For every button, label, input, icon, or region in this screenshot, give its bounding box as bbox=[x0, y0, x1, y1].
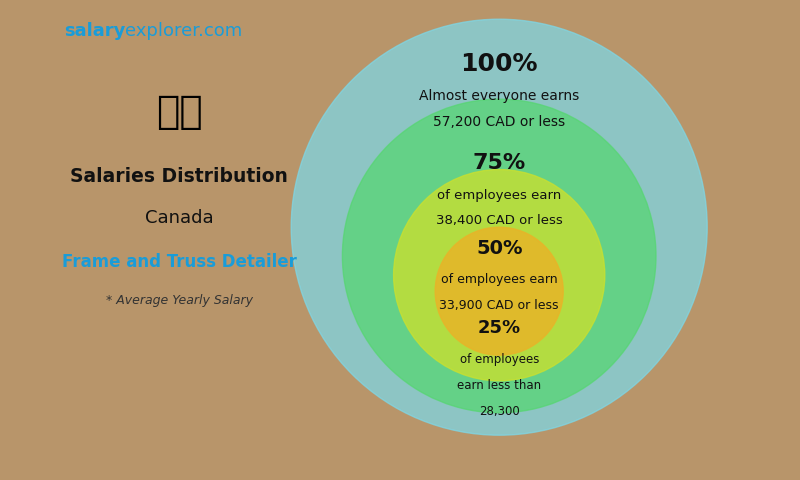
Text: Almost everyone earns: Almost everyone earns bbox=[419, 89, 579, 103]
Text: 38,400 CAD or less: 38,400 CAD or less bbox=[436, 214, 562, 228]
Text: of employees: of employees bbox=[459, 353, 539, 367]
Text: 33,900 CAD or less: 33,900 CAD or less bbox=[439, 299, 559, 312]
Text: explorer.com: explorer.com bbox=[125, 22, 242, 40]
Text: earn less than: earn less than bbox=[457, 379, 542, 392]
Text: 28,300: 28,300 bbox=[479, 405, 519, 418]
Text: 50%: 50% bbox=[476, 239, 522, 257]
Text: of employees earn: of employees earn bbox=[437, 189, 562, 202]
Text: 57,200 CAD or less: 57,200 CAD or less bbox=[433, 115, 566, 129]
Text: of employees earn: of employees earn bbox=[441, 274, 558, 287]
Text: salary: salary bbox=[64, 22, 126, 40]
Text: 75%: 75% bbox=[473, 153, 526, 173]
Text: 25%: 25% bbox=[478, 319, 521, 337]
Text: Salaries Distribution: Salaries Distribution bbox=[70, 167, 288, 185]
Circle shape bbox=[435, 227, 563, 355]
Circle shape bbox=[394, 169, 605, 381]
Text: Frame and Truss Detailer: Frame and Truss Detailer bbox=[62, 253, 297, 271]
Circle shape bbox=[291, 19, 707, 435]
Text: Canada: Canada bbox=[145, 209, 214, 227]
Text: 100%: 100% bbox=[461, 52, 538, 76]
Text: * Average Yearly Salary: * Average Yearly Salary bbox=[106, 294, 253, 307]
Circle shape bbox=[342, 99, 656, 413]
Text: 🇨🇦: 🇨🇦 bbox=[156, 93, 202, 131]
